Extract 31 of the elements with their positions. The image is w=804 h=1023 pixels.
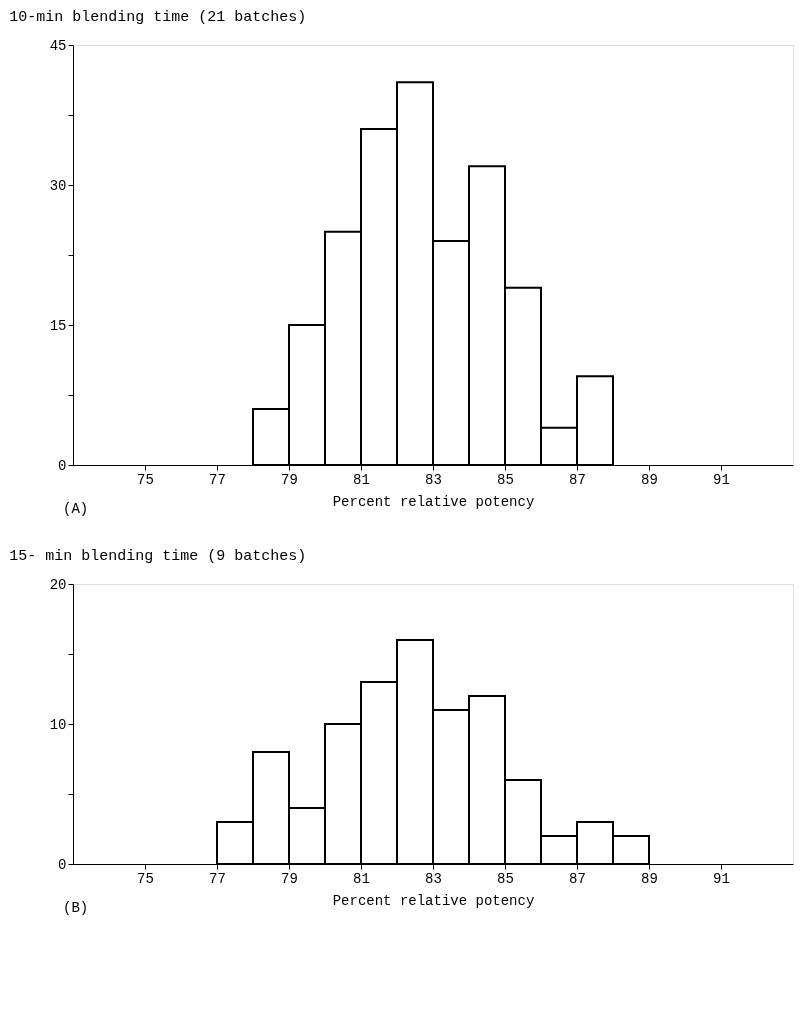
- x-tick-label: 83: [425, 870, 442, 887]
- y-tick-label: 30: [49, 177, 67, 194]
- x-tick-label: 85: [497, 471, 514, 488]
- x-tick-label: 89: [641, 870, 658, 887]
- x-tick-label: 81: [353, 471, 370, 488]
- x-tick-label: 81: [353, 870, 370, 887]
- x-tick-label: 77: [209, 870, 226, 887]
- x-tick-label: 87: [569, 870, 586, 887]
- x-tick-label: 83: [425, 471, 442, 488]
- x-tick-label: 75: [137, 471, 154, 488]
- x-axis-title: Percent relative potency: [332, 493, 535, 510]
- x-tick-label: 89: [641, 471, 658, 488]
- x-axis-title: Percent relative potency: [332, 892, 535, 909]
- text: (A): [63, 501, 89, 517]
- x-tick-label: 75: [137, 870, 154, 887]
- y-tick-label: 10: [49, 716, 67, 733]
- chart-title: 15- min blending time (9 batches): [9, 548, 307, 565]
- x-tick-label: 79: [281, 870, 298, 887]
- x-tick-label: 77: [209, 471, 226, 488]
- x-tick-label: 79: [281, 471, 298, 488]
- chart-title: 10-min blending time (21 batches): [9, 9, 307, 26]
- text: (B): [63, 900, 89, 916]
- x-tick-label: 91: [713, 870, 730, 887]
- y-tick-label: 0: [58, 457, 67, 474]
- y-tick-label: 20: [49, 576, 67, 593]
- y-tick-label: 15: [49, 317, 67, 334]
- y-tick-label: 0: [58, 856, 67, 873]
- y-tick-label: 45: [49, 37, 67, 54]
- x-tick-label: 91: [713, 471, 730, 488]
- x-tick-label: 85: [497, 870, 514, 887]
- x-tick-label: 87: [569, 471, 586, 488]
